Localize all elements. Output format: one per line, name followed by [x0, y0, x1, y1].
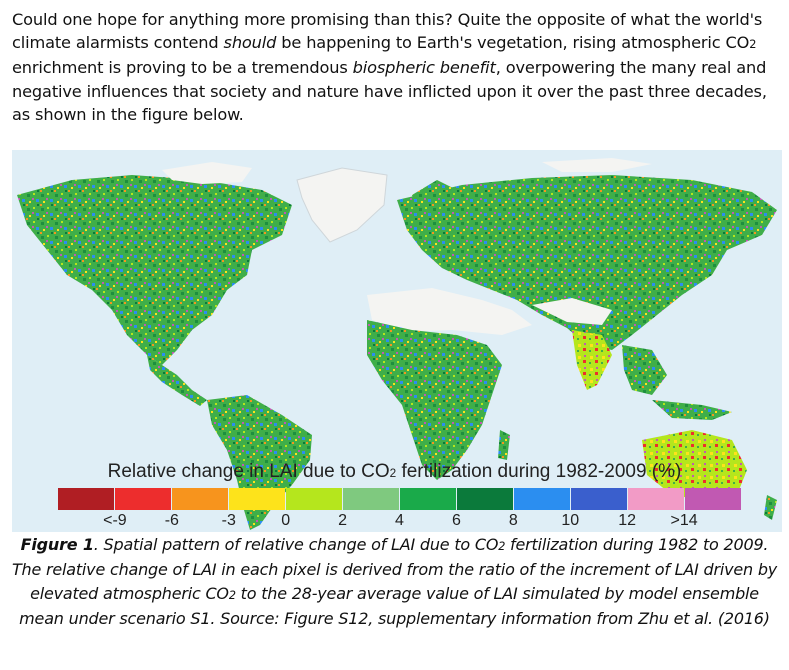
intro-emphasis-should: should — [223, 33, 277, 53]
legend-tick-label: <-9 — [103, 512, 127, 529]
legend-swatch-4 — [286, 488, 342, 510]
caption-text-1: . Spatial pattern of relative change of … — [93, 535, 499, 554]
intro-text-2: be happening to Earth's vegetation, risi… — [276, 33, 750, 53]
legend-swatch-9 — [571, 488, 627, 510]
legend-swatch-1 — [115, 488, 171, 510]
intro-subscript: 2 — [749, 37, 757, 52]
legend-tick-label: >14 — [670, 512, 698, 529]
legend-tick-label: -3 — [221, 512, 236, 529]
legend-tick-label: 10 — [561, 512, 580, 529]
legend-title-part1: Relative change in LAI due to CO — [107, 461, 390, 482]
legend-tick-label: 6 — [451, 512, 461, 529]
caption-label: Figure 1 — [20, 535, 94, 554]
intro-paragraph: Could one hope for anything more promisi… — [12, 8, 782, 126]
world-map-graphic — [12, 150, 782, 532]
legend-tick-label: 4 — [395, 512, 404, 529]
caption-subscript-2: 2 — [228, 588, 236, 602]
legend-swatch-6 — [400, 488, 456, 510]
legend-swatch-2 — [172, 488, 228, 510]
intro-text-4: , overpowering the many real and negativ… — [12, 58, 767, 124]
legend-swatch-0 — [58, 488, 114, 510]
legend-swatch-8 — [514, 488, 570, 510]
caption-subscript-1: 2 — [498, 540, 506, 553]
legend-swatch-3 — [229, 488, 285, 510]
legend-swatch-11 — [685, 488, 741, 510]
legend-colorbar — [58, 488, 741, 510]
legend-title-subscript: 2 — [389, 467, 397, 480]
legend-tick-label: 2 — [338, 512, 348, 529]
caption-text-3: to the 28-year average value of LAI simu… — [19, 583, 770, 629]
legend-tick-label: 12 — [618, 512, 637, 529]
legend-tick-label: -6 — [164, 512, 179, 529]
legend-title-part2: fertilization during 1982-2009 (%) — [396, 461, 682, 482]
intro-text-1: Could one hope for anything more promisi… — [12, 10, 763, 53]
legend-swatch-7 — [457, 488, 513, 510]
lai-world-map — [12, 150, 782, 532]
legend-title: Relative change in LAI due to CO2 fertil… — [0, 461, 789, 483]
intro-text-3: enrichment is proving to be a tremendous — [12, 58, 353, 78]
legend-tick-label: 8 — [508, 512, 518, 529]
intro-emphasis-benefit: biospheric benefit — [352, 58, 496, 78]
legend-swatch-10 — [628, 488, 684, 510]
figure-caption: Figure 1. Spatial pattern of relative ch… — [10, 533, 779, 631]
legend-tick-label: 0 — [281, 512, 291, 529]
legend-swatch-5 — [343, 488, 399, 510]
caption-text-2: fertilization during 1982 to 2009. The r… — [11, 535, 778, 603]
